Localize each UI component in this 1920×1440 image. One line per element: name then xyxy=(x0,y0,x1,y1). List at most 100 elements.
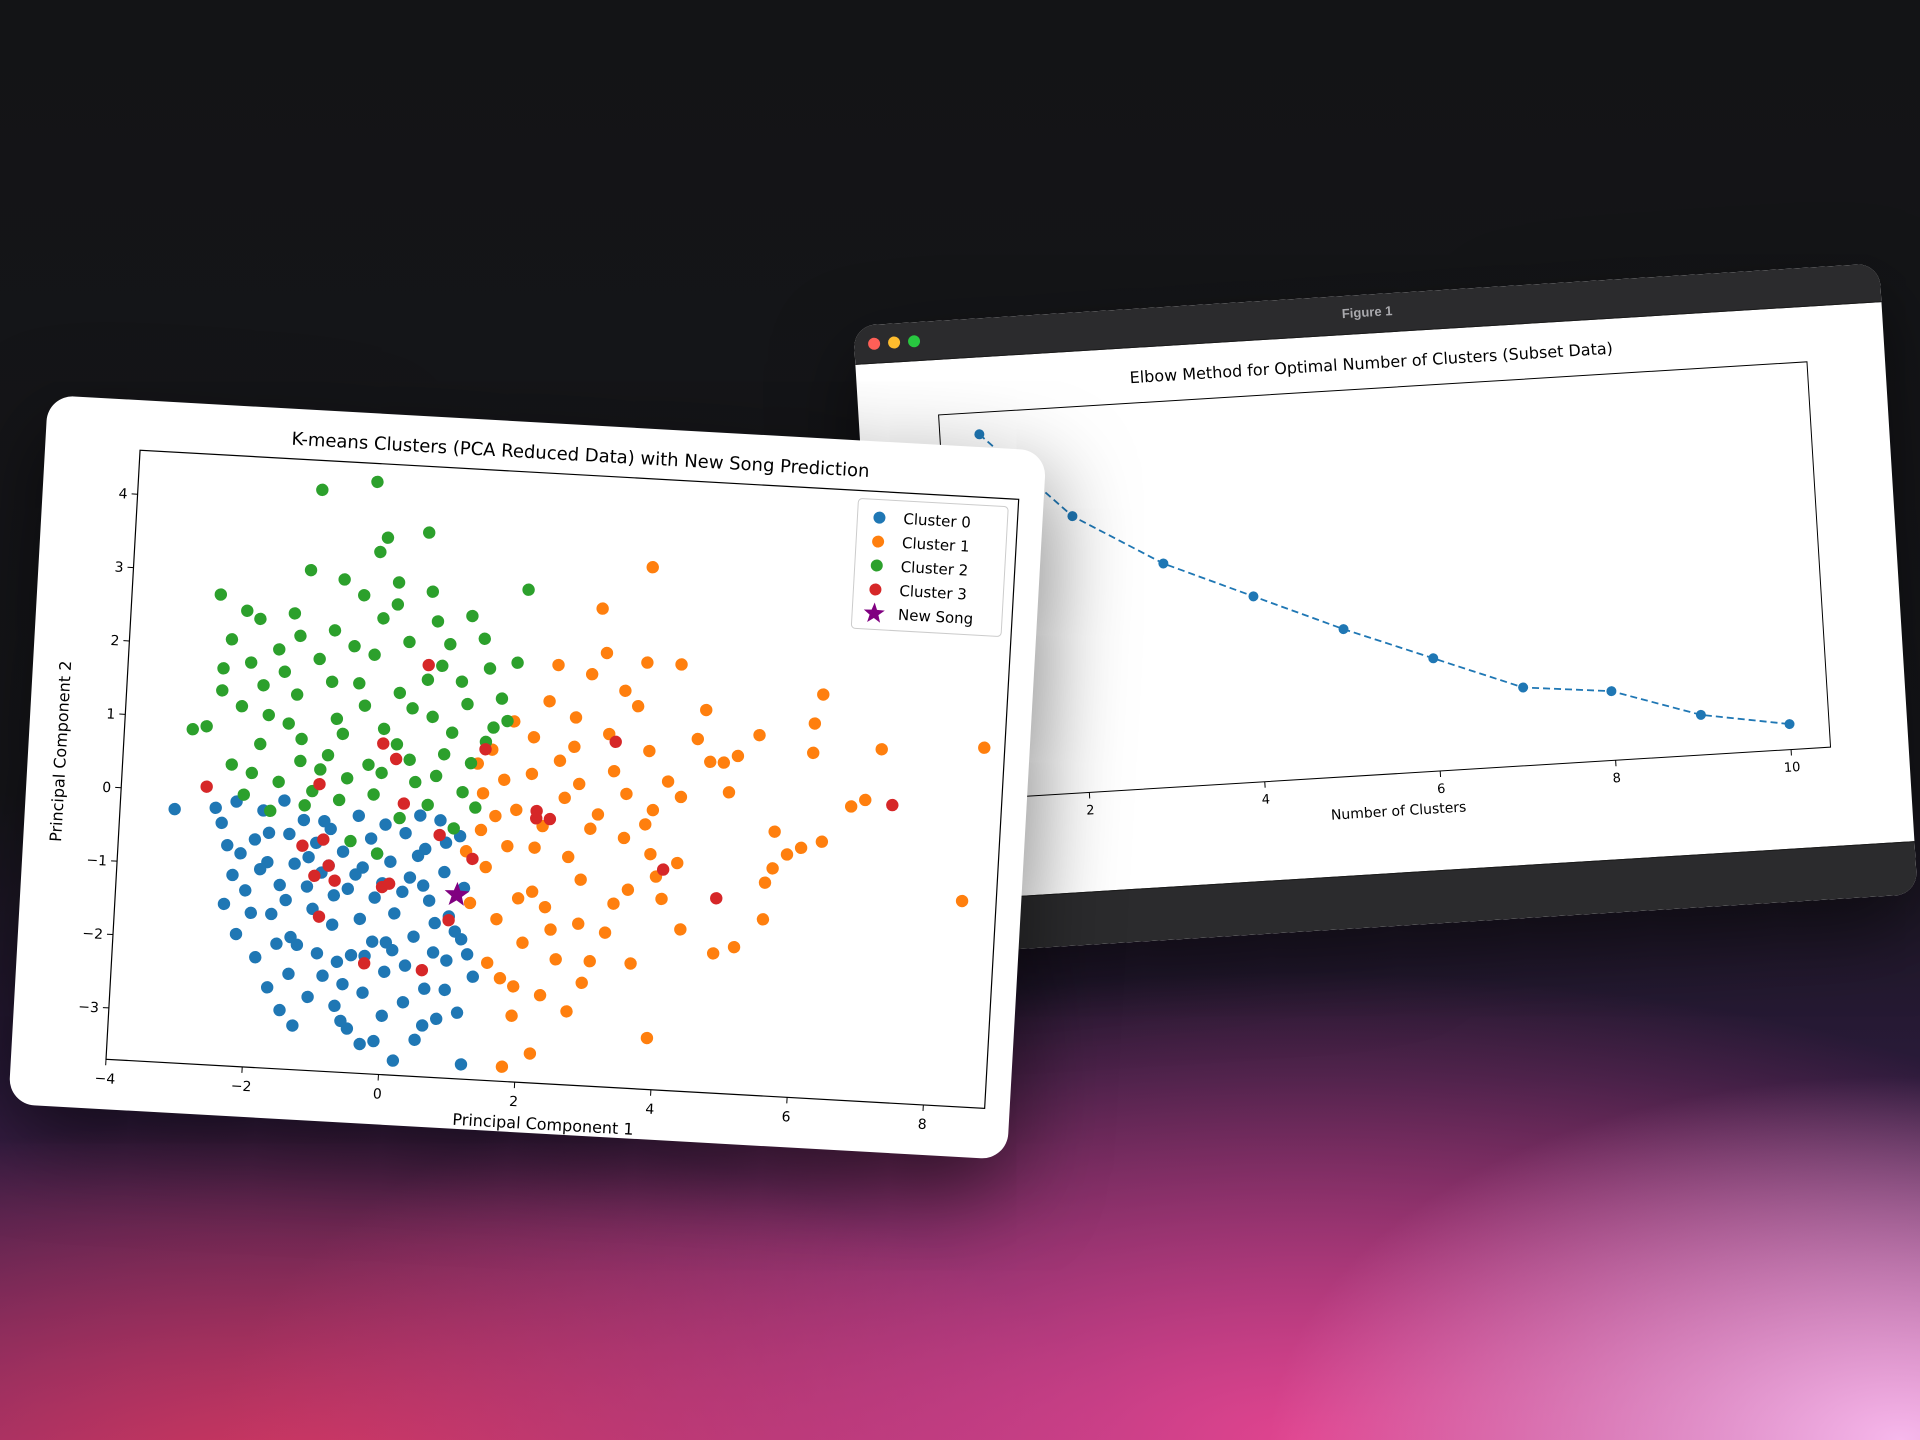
data-point xyxy=(391,598,405,611)
data-point xyxy=(294,629,307,643)
data-point xyxy=(620,787,633,801)
data-point xyxy=(646,803,660,817)
data-point xyxy=(619,684,632,697)
data-point xyxy=(330,955,344,969)
data-point xyxy=(525,885,539,898)
data-point xyxy=(495,1060,509,1073)
cluster-scatter-chart: K-means Clusters (PCA Reduced Data) with… xyxy=(46,429,1020,1139)
data-point xyxy=(265,907,278,921)
data-point xyxy=(568,740,581,754)
data-point xyxy=(215,816,228,830)
data-point xyxy=(286,1019,299,1032)
data-point xyxy=(364,832,378,845)
data-point xyxy=(450,1006,464,1019)
data-point xyxy=(558,791,571,805)
y-tick-label: 1 xyxy=(106,706,116,722)
data-point xyxy=(216,684,229,697)
data-point xyxy=(438,983,451,997)
y-tick-label: 3 xyxy=(114,560,124,576)
data-point xyxy=(377,722,391,736)
data-point xyxy=(639,818,652,831)
x-tick-label: 2 xyxy=(1086,803,1095,818)
data-point xyxy=(290,688,304,701)
data-point xyxy=(674,923,687,936)
data-point xyxy=(409,775,422,789)
data-point xyxy=(817,688,830,701)
data-point xyxy=(644,847,657,861)
data-point xyxy=(393,811,406,825)
x-tick-label: 8 xyxy=(1612,771,1621,786)
data-point xyxy=(1067,511,1078,522)
data-point xyxy=(1784,719,1795,730)
data-point xyxy=(272,775,285,789)
data-point xyxy=(483,662,497,675)
data-point xyxy=(327,889,341,902)
data-point xyxy=(553,754,567,767)
data-point xyxy=(596,602,609,615)
data-point xyxy=(283,827,296,841)
data-point xyxy=(426,946,440,959)
data-point xyxy=(454,1058,468,1071)
data-point xyxy=(386,1054,400,1067)
data-point xyxy=(600,646,614,660)
data-point xyxy=(168,802,181,816)
data-point xyxy=(403,753,416,766)
series-cluster-3 xyxy=(200,658,899,977)
data-point xyxy=(388,907,401,920)
data-point xyxy=(406,702,419,715)
data-point xyxy=(493,972,507,985)
data-point xyxy=(415,1019,429,1032)
data-point xyxy=(375,1009,388,1022)
data-point xyxy=(225,758,238,771)
data-point xyxy=(288,857,301,870)
data-point xyxy=(808,717,822,730)
data-point xyxy=(516,936,529,949)
data-point xyxy=(332,793,346,807)
data-point xyxy=(244,656,258,669)
data-point xyxy=(704,755,717,769)
data-point xyxy=(583,955,596,968)
data-point xyxy=(288,607,302,620)
data-point xyxy=(543,812,557,826)
data-point xyxy=(1338,624,1349,635)
data-point xyxy=(353,912,367,926)
data-point xyxy=(234,847,247,860)
data-point xyxy=(621,883,635,896)
data-point xyxy=(262,708,275,722)
legend-marker xyxy=(869,583,882,596)
data-point xyxy=(466,970,479,983)
data-point xyxy=(296,839,309,852)
legend-entry: New Song xyxy=(898,606,974,628)
data-point xyxy=(552,658,565,672)
data-point xyxy=(362,758,375,771)
data-point xyxy=(418,982,431,995)
data-point xyxy=(367,788,380,801)
data-point xyxy=(510,803,523,817)
data-point xyxy=(297,813,311,827)
data-point xyxy=(421,673,435,686)
data-point xyxy=(217,662,230,675)
data-point xyxy=(321,748,335,762)
data-point xyxy=(399,826,412,840)
data-point xyxy=(758,876,772,889)
data-point xyxy=(241,604,254,617)
data-point xyxy=(479,743,492,756)
data-point xyxy=(538,900,552,914)
data-point xyxy=(641,656,654,669)
data-point xyxy=(464,756,478,770)
plot-area xyxy=(105,449,1020,1110)
data-point xyxy=(295,732,308,746)
data-point xyxy=(511,892,525,905)
data-point xyxy=(674,790,688,804)
data-point xyxy=(325,675,339,689)
data-point xyxy=(392,576,406,589)
data-point xyxy=(273,878,286,892)
data-point xyxy=(313,777,326,791)
data-point xyxy=(591,808,605,821)
data-point xyxy=(501,714,514,728)
data-point xyxy=(214,588,228,601)
data-point xyxy=(766,862,779,875)
data-point xyxy=(1428,653,1439,664)
data-point xyxy=(278,794,291,807)
data-point xyxy=(370,847,384,860)
